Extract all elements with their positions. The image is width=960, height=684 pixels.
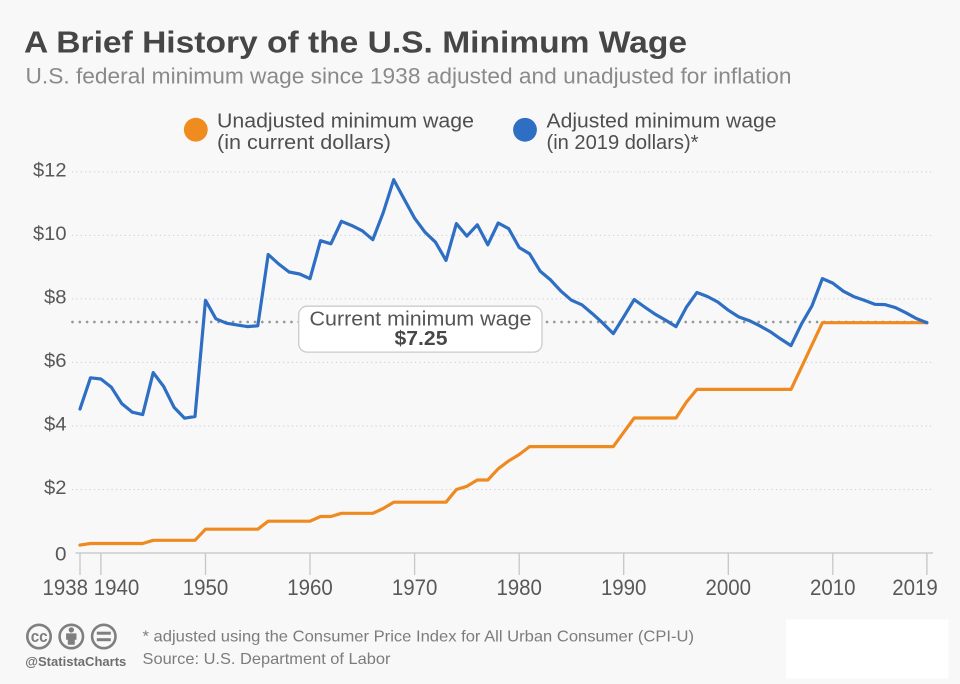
- svg-text:(in current dollars): (in current dollars): [217, 132, 391, 154]
- svg-text:$6: $6: [44, 351, 67, 372]
- svg-text:Adjusted minimum wage: Adjusted minimum wage: [547, 111, 777, 133]
- svg-text:1980: 1980: [496, 575, 542, 600]
- svg-text:A Brief History of the U.S. Mi: A Brief History of the U.S. Minimum Wage: [24, 24, 687, 59]
- svg-text:$7.25: $7.25: [395, 328, 448, 350]
- svg-text:(in 2019 dollars)*: (in 2019 dollars)*: [547, 132, 699, 154]
- svg-text:1940: 1940: [94, 575, 140, 600]
- svg-text:0: 0: [55, 544, 67, 565]
- svg-text:@StatistaCharts: @StatistaCharts: [25, 655, 126, 669]
- svg-text:$10: $10: [33, 224, 67, 245]
- svg-text:1990: 1990: [601, 575, 647, 600]
- svg-text:Source: U.S. Department of Lab: Source: U.S. Department of Labor: [143, 651, 392, 668]
- svg-text:Current minimum wage: Current minimum wage: [310, 309, 532, 331]
- svg-text:2019: 2019: [892, 575, 938, 600]
- svg-text:1960: 1960: [287, 575, 333, 600]
- svg-text:2010: 2010: [810, 575, 856, 600]
- svg-text:Unadjusted minimum wage: Unadjusted minimum wage: [217, 111, 474, 133]
- svg-text:* adjusted using the Consumer: * adjusted using the Consumer Price Inde…: [143, 629, 695, 646]
- svg-text:2000: 2000: [706, 575, 752, 600]
- svg-text:$2: $2: [44, 478, 67, 499]
- svg-text:U.S. federal minimum wage sinc: U.S. federal minimum wage since 1938 adj…: [26, 64, 792, 89]
- svg-text:1970: 1970: [392, 575, 438, 600]
- svg-text:cc: cc: [31, 628, 48, 646]
- svg-text:$8: $8: [44, 287, 67, 308]
- svg-text:1938: 1938: [43, 575, 89, 600]
- svg-text:$12: $12: [33, 160, 67, 181]
- svg-text:$4: $4: [44, 415, 67, 436]
- svg-text:1950: 1950: [183, 575, 229, 600]
